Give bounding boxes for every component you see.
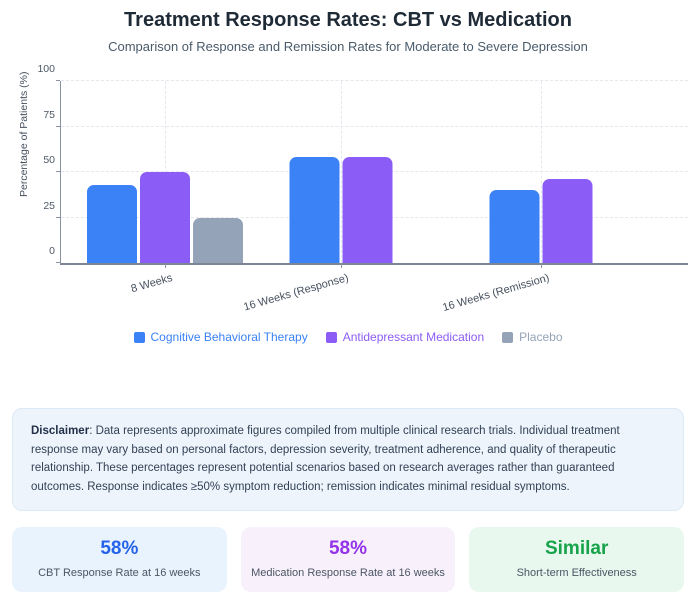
y-tick-label: 75 (43, 108, 55, 121)
bar-cluster (289, 81, 393, 263)
chart-header: Treatment Response Rates: CBT vs Medicat… (0, 0, 696, 54)
y-tick-label: 25 (43, 199, 55, 212)
y-tick-label: 100 (37, 63, 55, 75)
stat-label: Medication Response Rate at 16 weeks (251, 566, 445, 579)
y-tick-mark (56, 125, 60, 127)
disclaimer-text: : Data represents approximate figures co… (31, 425, 620, 493)
x-axis-tick-label: 16 Weeks (Response) (242, 272, 350, 314)
bar-cognitive-behavioral-therapy[interactable] (87, 184, 138, 263)
x-tick-mark (340, 263, 342, 268)
bar-cognitive-behavioral-therapy[interactable] (289, 157, 340, 263)
stat-value: 58% (328, 537, 368, 559)
chart-legend: Cognitive Behavioral Therapy Antidepressa… (0, 329, 696, 345)
legend-item[interactable]: Antidepressant Medication (325, 330, 485, 344)
bar-antidepressant-medication[interactable] (542, 179, 593, 263)
bar-placebo[interactable] (193, 217, 244, 263)
y-tick-mark (56, 262, 60, 263)
y-tick-mark (56, 171, 60, 172)
legend-label: Antidepressant Medication (342, 330, 485, 344)
stat-card: 58% CBT Response Rate at 16 weeks (12, 526, 227, 592)
legend-label: Placebo (519, 330, 563, 344)
y-axis-label: Percentage of Patients (%) (18, 71, 30, 197)
x-tick-mark (541, 263, 543, 268)
legend-label: Cognitive Behavioral Therapy (150, 330, 308, 344)
disclaimer-label: Disclaimer (31, 425, 90, 437)
y-tick-label: 50 (43, 154, 55, 166)
x-axis-tick-label: 16 Weeks (Remission) (441, 272, 551, 314)
bar-antidepressant-medication[interactable] (342, 157, 393, 263)
stat-card: Similar Short-term Effectiveness (469, 526, 685, 592)
x-axis-tick-label: 8 Weeks (130, 272, 175, 296)
stat-value: 58% (100, 537, 139, 559)
bar-antidepressant-medication[interactable] (140, 172, 191, 263)
stat-label: Short-term Effectiveness (516, 566, 637, 579)
stat-value: Similar (544, 537, 609, 559)
legend-swatch-icon (133, 331, 145, 343)
legend-item[interactable]: Cognitive Behavioral Therapy (133, 330, 308, 344)
disclaimer-box: Disclaimer: Data represents approximate … (12, 408, 684, 511)
legend-swatch-icon (502, 331, 514, 343)
stat-label: CBT Response Rate at 16 weeks (38, 566, 201, 579)
bar-cluster (87, 81, 244, 263)
stats-row: 58% CBT Response Rate at 16 weeks 58% Medic… (12, 526, 685, 592)
y-tick-mark (56, 216, 60, 218)
y-tick-label: 0 (49, 245, 55, 257)
y-gridline (61, 80, 688, 81)
y-gridline (61, 125, 688, 127)
plot-area: 0 25 50 75 100 8 Weeks 16 Weeks (Response) 16 W… (37, 63, 688, 314)
legend-item[interactable]: Placebo (502, 330, 563, 344)
x-gridline (541, 81, 543, 263)
page-subtitle: Comparison of Response and Remission Rat… (108, 39, 588, 54)
bar-cognitive-behavioral-therapy[interactable] (489, 190, 540, 263)
x-gridline (340, 81, 342, 263)
bar-cluster (489, 81, 593, 263)
x-tick-mark (165, 263, 167, 268)
page-title: Treatment Response Rates: CBT vs Medicat… (124, 9, 572, 31)
y-tick-mark (56, 80, 60, 81)
stat-card: 58% Medication Response Rate at 16 weeks (240, 526, 456, 592)
legend-swatch-icon (325, 331, 337, 343)
bar-chart: Percentage of Patients (%) 0 25 50 75 100 8 W… (0, 57, 696, 314)
